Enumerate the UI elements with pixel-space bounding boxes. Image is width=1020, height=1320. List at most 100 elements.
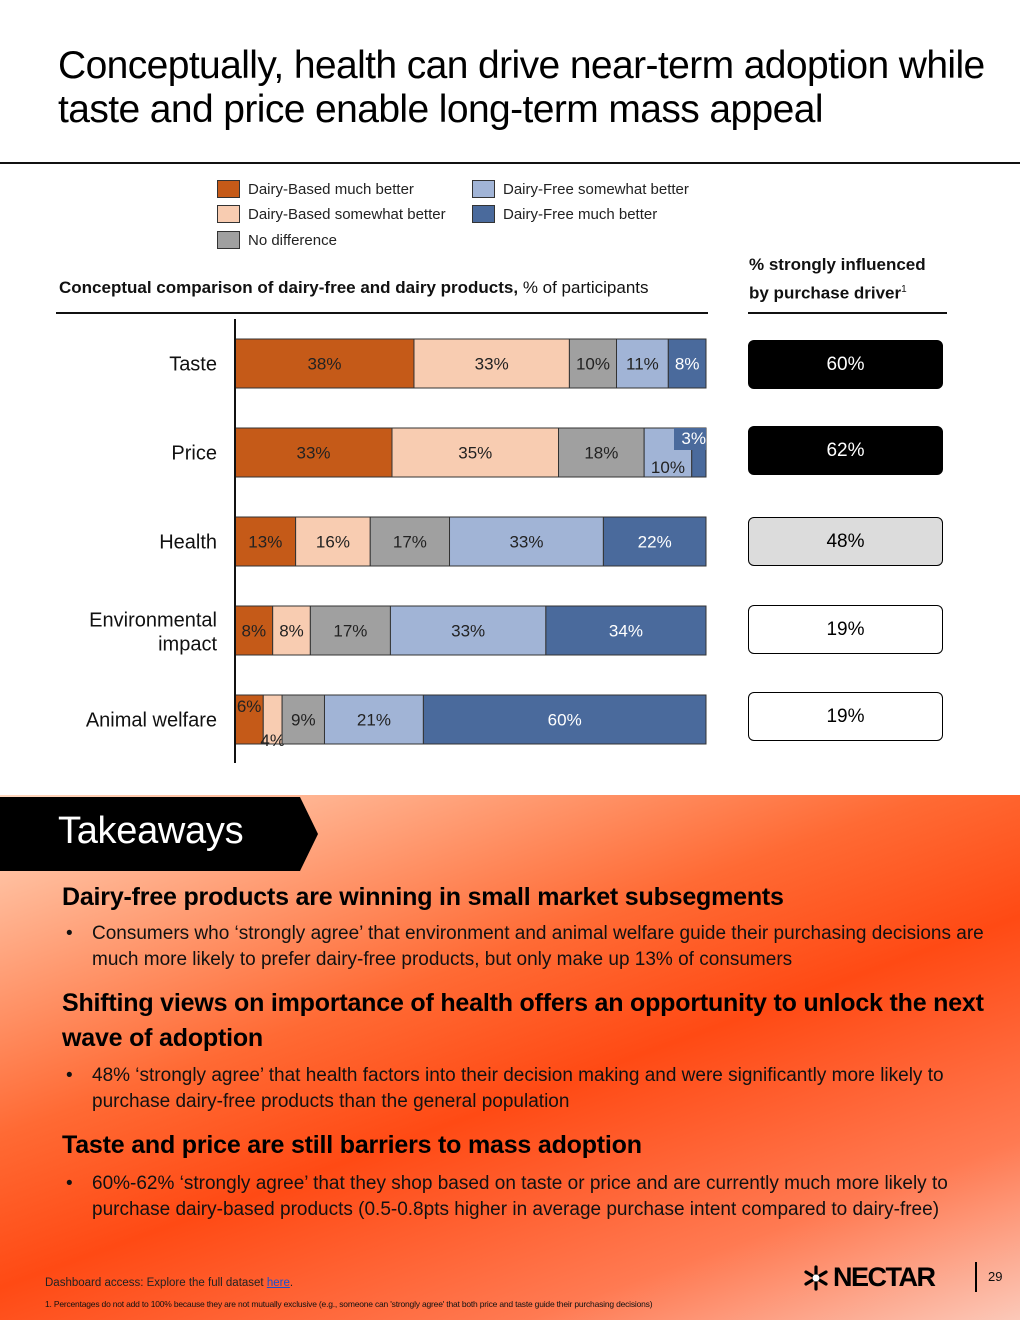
data-label: 33% (509, 533, 543, 552)
footnote: 1. Percentages do not add to 100% becaus… (45, 1299, 653, 1309)
category-label: Taste (169, 354, 217, 376)
category-label: impact (158, 634, 217, 656)
data-label: 60% (548, 711, 582, 730)
data-label: 16% (316, 533, 350, 552)
legend-item: No difference (217, 231, 337, 249)
data-label-bg (674, 428, 706, 450)
bar-segment (309, 605, 391, 656)
takeaway-heading: Dairy-free products are winning in small… (62, 883, 784, 911)
category-label: Animal welfare (86, 710, 217, 732)
takeaway-heading: Shifting views on importance of health o… (62, 989, 984, 1052)
legend-item: Dairy-Based much better (217, 180, 414, 198)
legend-item: Dairy-Free somewhat better (472, 180, 689, 198)
bar-segment (545, 605, 707, 656)
data-label: 35% (458, 444, 492, 463)
legend-swatch (217, 231, 240, 249)
chart-legend: Dairy-Based much better Dairy-Based some… (217, 180, 737, 255)
bullet-marker: • (66, 923, 73, 944)
driver-header-divider (748, 312, 947, 314)
dashboard-note-text: Dashboard access: Explore the full datas… (45, 1277, 267, 1289)
bullet-marker: • (66, 1173, 73, 1194)
legend-label: Dairy-Free somewhat better (503, 180, 689, 198)
title-divider (0, 162, 1020, 164)
driver-value-box: 19% (748, 692, 943, 741)
data-label: 13% (248, 533, 282, 552)
chart-title-bold: Conceptual comparison of dairy-free and … (59, 278, 519, 297)
page-number-divider (975, 1262, 977, 1292)
data-label: 18% (584, 444, 618, 463)
bar-segment (422, 694, 707, 745)
bar-segment (667, 338, 707, 389)
dashboard-note-end: . (289, 1277, 294, 1289)
page-title: Conceptually, health can drive near-term… (58, 44, 985, 131)
driver-value-box: 19% (748, 605, 943, 654)
data-label: 21% (357, 711, 391, 730)
bar-segment (323, 694, 424, 745)
dashboard-link[interactable]: here (266, 1277, 290, 1289)
chart-title-unit: % of participants (518, 278, 649, 297)
data-label: 8% (279, 622, 304, 641)
legend-swatch (472, 180, 495, 198)
data-label: 4% (260, 731, 285, 750)
dashboard-note: Dashboard access: Explore the full datas… (45, 1277, 293, 1289)
bar-segment (568, 338, 618, 389)
data-label: 17% (393, 533, 427, 552)
bar-segment (558, 427, 645, 478)
bar-segment (272, 605, 311, 656)
footnote-marker: 1 (901, 284, 907, 295)
data-label: 10% (576, 355, 610, 374)
bar-segment (234, 338, 415, 389)
bar-segment (389, 605, 547, 656)
driver-header-text: % strongly influenced by purchase driver (749, 255, 926, 303)
data-label: 22% (638, 533, 672, 552)
takeaway-bullet-text: 48% ‘strongly agree’ that health factors… (92, 1065, 944, 1112)
data-label: 33% (451, 622, 485, 641)
legend-swatch (472, 205, 495, 223)
data-label: 33% (296, 444, 330, 463)
bar-segment (281, 694, 325, 745)
legend-label: Dairy-Based much better (248, 180, 414, 198)
category-label: Price (171, 443, 217, 465)
driver-column-header: % strongly influenced by purchase driver… (749, 252, 949, 306)
bar-segment (602, 516, 707, 567)
logo-wordmark: NECTAR (833, 1262, 936, 1292)
takeaways-heading: Takeaways (58, 810, 244, 852)
legend-label: No difference (248, 231, 337, 249)
chart-title: Conceptual comparison of dairy-free and … (59, 278, 649, 298)
page-number: 29 (988, 1269, 1003, 1284)
data-label: 38% (307, 355, 341, 374)
takeaways-background (0, 795, 1020, 1320)
driver-value-box: 60% (748, 340, 943, 389)
nectar-star-icon (804, 1264, 828, 1291)
bar-segment (413, 338, 570, 389)
data-label: 3% (681, 429, 706, 448)
bar-segment (369, 516, 451, 567)
takeaways-tag (0, 797, 318, 871)
data-label: 10% (651, 458, 685, 477)
category-label: Environmental (89, 610, 217, 632)
data-label: 8% (242, 622, 267, 641)
driver-value-box: 62% (748, 426, 943, 475)
data-label: 33% (475, 355, 509, 374)
legend-label: Dairy-Based somewhat better (248, 205, 446, 223)
data-label: 6% (237, 697, 262, 716)
data-label: 34% (609, 622, 643, 641)
nectar-logo: NECTAR (803, 1262, 936, 1293)
data-label: 11% (626, 355, 659, 374)
takeaway-bullet-text: Consumers who ‘strongly agree’ that envi… (92, 923, 984, 970)
bar-segment (391, 427, 560, 478)
data-label: 17% (333, 622, 367, 641)
legend-item: Dairy-Based somewhat better (217, 205, 446, 223)
stacked-bar-chart: Taste 38% 33% 10% 11% 8% Price 33% 35% 18% 10% 3% He… (86, 319, 707, 763)
category-label: Health (159, 532, 217, 554)
bar-segment (234, 427, 393, 478)
data-label: 9% (291, 711, 316, 730)
legend-swatch (217, 205, 240, 223)
takeaway-bullet-text: 60%-62% ‘strongly agree’ that they shop … (92, 1173, 948, 1220)
chart-title-divider (56, 312, 708, 314)
data-label: 8% (675, 355, 700, 374)
driver-value-box: 48% (748, 517, 943, 566)
bullet-marker: • (66, 1065, 73, 1086)
legend-item: Dairy-Free much better (472, 205, 657, 223)
legend-label: Dairy-Free much better (503, 205, 658, 223)
